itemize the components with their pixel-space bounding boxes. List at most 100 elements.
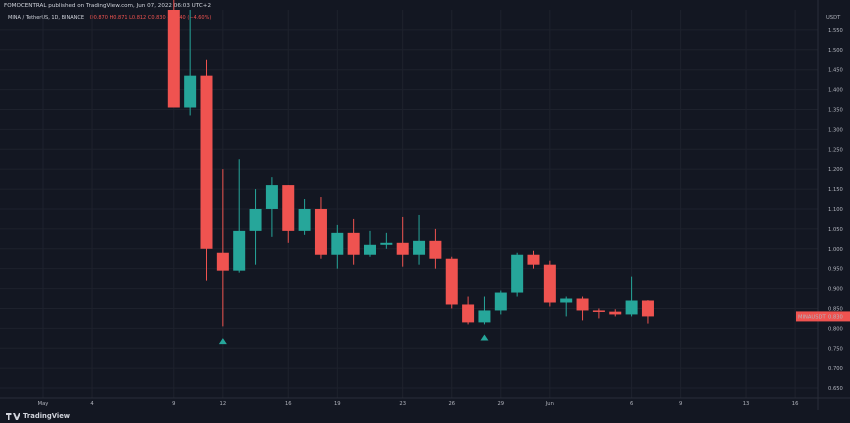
price-tick-label: 1.500 xyxy=(828,48,843,54)
triangle-up-icon xyxy=(480,334,489,341)
candle-body xyxy=(167,10,180,108)
candle-body xyxy=(445,258,458,305)
time-tick-label: 4 xyxy=(90,401,94,407)
candle-up xyxy=(511,252,524,297)
candle-body xyxy=(233,230,246,271)
footer-brand: TradingView xyxy=(6,412,70,420)
candles xyxy=(167,0,654,327)
candle-body xyxy=(200,75,213,249)
candle-body xyxy=(413,240,426,255)
price-tick-label: 0.850 xyxy=(828,306,843,312)
candle-down xyxy=(167,0,180,108)
candle-up xyxy=(331,224,344,269)
time-tick-label: 16 xyxy=(285,401,292,407)
candle-body xyxy=(560,298,573,303)
price-tick-label: 1.450 xyxy=(828,68,843,74)
candle-body xyxy=(576,298,589,311)
candle-body xyxy=(298,208,311,231)
triangle-up-icon xyxy=(218,338,227,345)
candle-down xyxy=(216,169,229,327)
candle-body xyxy=(396,242,409,255)
candle-up xyxy=(413,214,426,265)
candle-up xyxy=(265,177,278,237)
candle-down xyxy=(592,308,605,319)
candle-down xyxy=(200,59,213,281)
candle-down xyxy=(314,197,327,259)
candle-body xyxy=(347,232,360,255)
candle-up xyxy=(560,296,573,317)
price-tick-label: 0.950 xyxy=(828,267,843,273)
price-tick-label: 1.400 xyxy=(828,88,843,94)
time-tick-label: 26 xyxy=(448,401,455,407)
time-tick-label: May xyxy=(38,401,49,407)
candle-body xyxy=(364,244,376,255)
time-tick-label: 12 xyxy=(220,401,227,407)
candle-body xyxy=(609,311,622,315)
price-tick-label: 0.750 xyxy=(828,346,843,352)
candle-down xyxy=(641,300,654,324)
candle-body xyxy=(429,240,442,259)
symbol-legend: MINA / TetherUS, 1D, BINANCE O0.870 H0.8… xyxy=(8,15,211,21)
footer-brand-name: TradingView xyxy=(23,412,71,420)
candle-up xyxy=(625,276,638,317)
time-tick-label: 13 xyxy=(743,401,750,407)
candle-down xyxy=(396,216,409,267)
candle-up xyxy=(184,10,197,116)
price-tick-label: 1.250 xyxy=(828,147,843,153)
price-tick-label: 0.800 xyxy=(828,326,843,332)
candle-down xyxy=(527,250,540,269)
candle-up xyxy=(233,159,246,273)
candle-body xyxy=(641,300,654,317)
candle-body xyxy=(331,232,344,255)
time-tick-label: Jun xyxy=(545,401,554,407)
ohlc-values: O0.870 H0.871 L0.812 C0.830 −0.040 (−4.6… xyxy=(89,15,212,21)
candle-down xyxy=(282,185,295,243)
price-axis[interactable]: USDT 0.650 0.700 0.750 0.800 0.850 0.900 0.950… xyxy=(817,0,843,410)
candle-down xyxy=(462,296,475,325)
candle-up xyxy=(364,230,376,257)
candle-body xyxy=(380,242,393,245)
candle-body xyxy=(314,208,327,255)
candle-body xyxy=(511,254,524,293)
price-tick-label: 1.100 xyxy=(828,207,843,213)
candle-body xyxy=(184,75,197,108)
candle-up xyxy=(478,296,491,325)
time-tick-label: 6 xyxy=(630,401,633,407)
price-tick-label: 1.000 xyxy=(828,247,843,253)
last-price-symbol: MINAUSDT xyxy=(798,314,827,320)
candle-down xyxy=(429,228,442,269)
last-price-tag: MINAUSDT 0.830 xyxy=(796,311,850,322)
price-tick-label: 1.050 xyxy=(828,227,843,233)
symbol-name: MINA / TetherUS, 1D, BINANCE xyxy=(8,15,85,21)
candle-body xyxy=(494,292,507,311)
last-price-tag-bg xyxy=(796,311,850,322)
price-tick-label: 0.900 xyxy=(828,287,843,293)
grid-lines xyxy=(0,10,818,398)
candle-down xyxy=(609,309,622,317)
signal-markers xyxy=(218,334,489,345)
time-axis[interactable]: May 4 9 12 16 19 23 26 29 Jun 6 9 13 16 xyxy=(0,397,850,407)
candle-up xyxy=(494,290,507,315)
candle-body xyxy=(462,304,475,323)
candle-body xyxy=(265,185,278,209)
price-tick-label: 1.350 xyxy=(828,107,843,113)
publisher-line: FOMOCENTRAL published on TradingView.com… xyxy=(4,3,212,9)
candle-body xyxy=(216,252,229,271)
candle-down xyxy=(445,256,458,309)
candle-body xyxy=(543,264,556,303)
candle-body xyxy=(478,310,491,323)
candle-down xyxy=(347,218,360,265)
time-tick-label: 16 xyxy=(792,401,799,407)
candle-body xyxy=(527,254,540,265)
price-tick-label: 1.300 xyxy=(828,127,843,133)
last-price-value: 0.830 xyxy=(828,314,843,320)
candle-down xyxy=(543,260,556,307)
candle-body xyxy=(592,310,605,312)
candle-up xyxy=(298,199,311,235)
candle-down xyxy=(576,296,589,321)
price-tick-label: 1.550 xyxy=(828,28,843,34)
time-tick-label: 19 xyxy=(334,401,341,407)
candle-body xyxy=(249,208,262,231)
